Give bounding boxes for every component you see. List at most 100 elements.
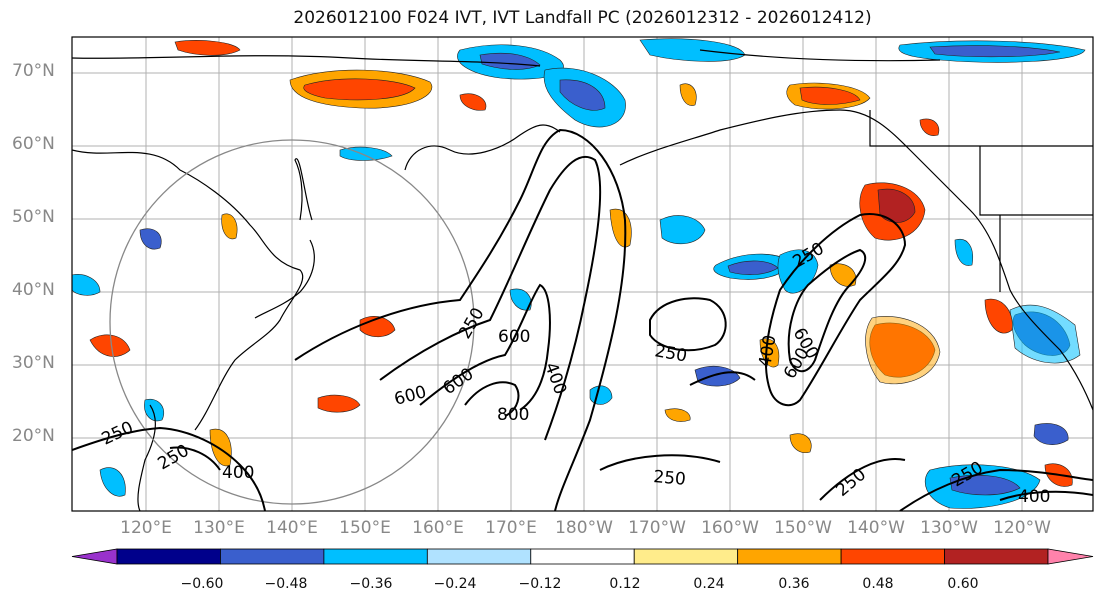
colorbar bbox=[71, 548, 1094, 565]
colorbar-swatch bbox=[840, 548, 945, 565]
lat-label: 60°N bbox=[12, 134, 55, 154]
lon-label: 170°E bbox=[485, 518, 537, 538]
neg-blob bbox=[144, 398, 165, 422]
ivt-contour bbox=[899, 468, 1093, 511]
map-title: 2026012100 F024 IVT, IVT Landfall PC (20… bbox=[293, 8, 872, 28]
pos-blob bbox=[679, 83, 697, 106]
contour-label: 250 bbox=[99, 418, 137, 450]
contour-label: 600 bbox=[498, 327, 530, 347]
negative-pc-blobs bbox=[72, 38, 1086, 509]
lat-label: 50°N bbox=[12, 207, 55, 227]
pos-blob bbox=[221, 213, 238, 240]
neg-blob bbox=[139, 228, 162, 250]
colorbar-swatch bbox=[116, 548, 221, 565]
colorbar-tick-label: −0.60 bbox=[180, 576, 224, 592]
colorbar-swatch bbox=[633, 548, 739, 565]
lon-label: 140°E bbox=[266, 518, 318, 538]
pos-blob bbox=[799, 86, 861, 105]
contour-label: 600 bbox=[392, 382, 429, 410]
contour-label: 250 bbox=[653, 467, 687, 490]
map-frame bbox=[71, 36, 1094, 512]
pos-blob bbox=[209, 428, 232, 467]
colorbar-tick-label: 0.12 bbox=[609, 576, 641, 592]
contour-label: 250 bbox=[653, 341, 688, 366]
colorbar-tick-label: −0.48 bbox=[264, 576, 308, 592]
lon-label: 150°W bbox=[774, 518, 832, 538]
pos-blob bbox=[174, 40, 241, 56]
contour-label: 800 bbox=[497, 405, 529, 425]
neg-blob bbox=[479, 52, 541, 70]
neg-blob bbox=[509, 288, 532, 311]
pos-blob bbox=[829, 263, 857, 287]
pos-blob bbox=[919, 118, 940, 136]
ivt-contour bbox=[419, 283, 551, 411]
colorbar-tick-label: −0.24 bbox=[433, 576, 477, 592]
pos-blob bbox=[759, 338, 780, 368]
lon-label: 130°W bbox=[920, 518, 978, 538]
ivt-contour bbox=[689, 371, 756, 386]
colorbar-swatch bbox=[737, 548, 842, 565]
range-ring bbox=[109, 139, 475, 505]
pos-blob bbox=[609, 208, 632, 248]
ivt-contour bbox=[999, 490, 1093, 501]
ivt-contour bbox=[294, 128, 627, 511]
positive-pc-blobs bbox=[89, 40, 1073, 487]
lon-label: 130°E bbox=[193, 518, 245, 538]
colorbar-extend-high bbox=[1047, 548, 1094, 565]
colorbar-tick-label: 0.60 bbox=[947, 576, 979, 592]
pos-blob bbox=[459, 93, 487, 111]
pos-blob bbox=[303, 78, 416, 101]
pos-blob bbox=[789, 433, 812, 453]
pos-blob bbox=[664, 408, 691, 422]
neg-blob bbox=[929, 45, 1061, 58]
lon-label: 180°W bbox=[555, 518, 613, 538]
lon-label: 170°W bbox=[628, 518, 686, 538]
colorbar-tick-label: −0.36 bbox=[349, 576, 393, 592]
pos-blob bbox=[984, 298, 1013, 334]
pos-blob bbox=[317, 394, 361, 413]
lon-label: 150°E bbox=[339, 518, 391, 538]
pos-blob bbox=[89, 334, 131, 357]
pos-blob bbox=[865, 316, 941, 385]
ivt-contour bbox=[379, 155, 602, 441]
neg-blob bbox=[1033, 423, 1069, 445]
pos-blob bbox=[877, 188, 916, 223]
neg-blob bbox=[694, 366, 741, 387]
contour-label: 250 bbox=[455, 304, 489, 342]
neg-blob bbox=[99, 467, 126, 497]
colorbar-swatch bbox=[426, 548, 532, 565]
lon-label: 120°W bbox=[993, 518, 1051, 538]
lon-label: 140°W bbox=[847, 518, 905, 538]
coastlines bbox=[72, 49, 1093, 511]
lon-label: 160°W bbox=[701, 518, 759, 538]
lon-label: 160°E bbox=[412, 518, 464, 538]
ivt-contour bbox=[764, 213, 907, 407]
contour-label: 400 bbox=[1018, 487, 1050, 507]
lat-label: 30°N bbox=[12, 353, 55, 373]
colorbar-swatch bbox=[944, 548, 1049, 565]
colorbar-swatch bbox=[220, 548, 325, 565]
colorbar-tick-label: 0.48 bbox=[862, 576, 894, 592]
lat-label: 40°N bbox=[12, 280, 55, 300]
colorbar-swatch bbox=[323, 548, 428, 565]
neg-blob bbox=[659, 215, 706, 245]
ivt-contour bbox=[72, 426, 266, 511]
ivt-contour bbox=[599, 454, 721, 471]
contour-label: 250 bbox=[155, 441, 193, 475]
colorbar-tick-label: 0.24 bbox=[693, 576, 725, 592]
lat-label: 20°N bbox=[12, 426, 55, 446]
neg-blob bbox=[589, 385, 613, 405]
lon-label: 120°E bbox=[120, 518, 172, 538]
neg-blob bbox=[559, 79, 606, 111]
colorbar-swatch bbox=[530, 548, 635, 565]
ivt-contour bbox=[819, 458, 906, 501]
lat-label: 70°N bbox=[12, 61, 55, 81]
neg-blob bbox=[639, 38, 746, 62]
ivt-contours bbox=[72, 128, 1093, 511]
colorbar-extend-low bbox=[71, 548, 118, 565]
contour-label: 400 bbox=[222, 463, 254, 483]
colorbar-tick-label: −0.12 bbox=[518, 576, 562, 592]
ivt-contour bbox=[169, 446, 221, 471]
contour-label: 250 bbox=[832, 465, 870, 501]
